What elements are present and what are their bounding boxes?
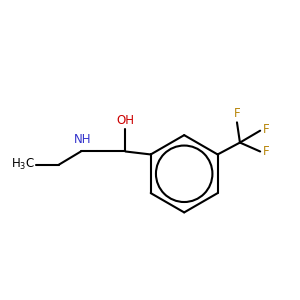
Text: F: F [234,107,240,120]
Text: H$_3$C: H$_3$C [11,157,35,172]
Text: NH: NH [74,133,91,146]
Text: OH: OH [116,114,134,127]
Text: F: F [262,145,269,158]
Text: F: F [262,123,269,136]
